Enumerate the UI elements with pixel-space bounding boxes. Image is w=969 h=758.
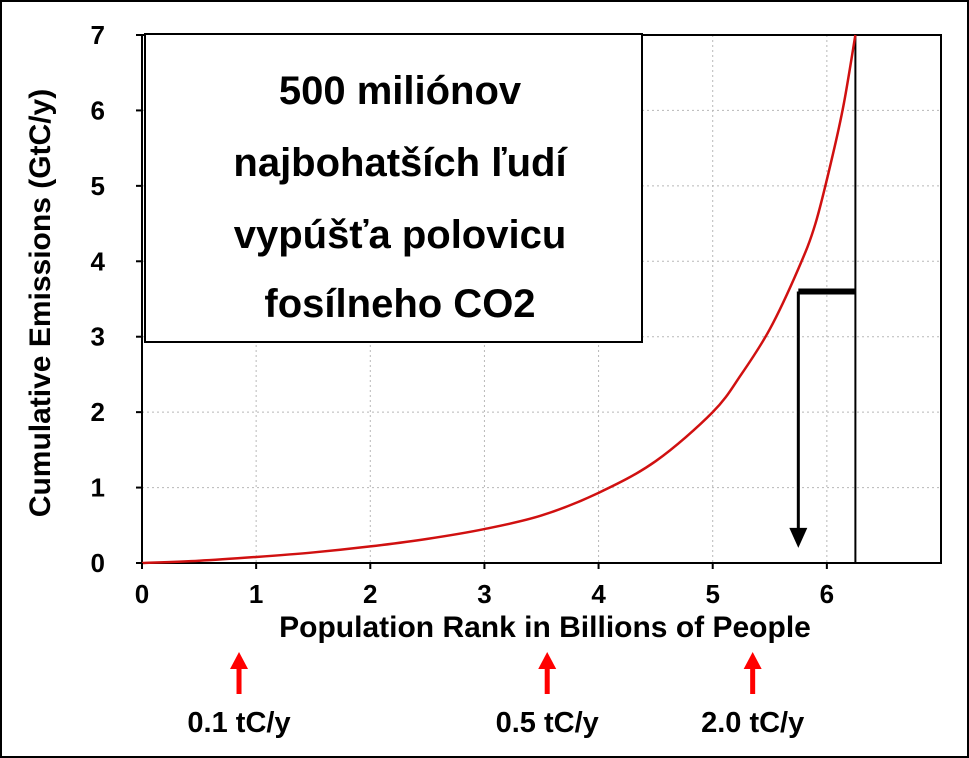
y-tick-label: 6 (91, 95, 105, 125)
grid (142, 35, 941, 563)
arrow-up-icon (538, 652, 557, 669)
y-tick-label: 4 (91, 246, 106, 276)
annotation-line-3: vypúšťa polovicu (234, 213, 567, 257)
x-tick-label: 3 (477, 579, 491, 609)
x-tick-label: 0 (135, 579, 149, 609)
annotation-box: 500 miliónov najbohatších ľudí vypúšťa p… (144, 33, 643, 343)
annotation-line-2: najbohatších ľudí (233, 141, 568, 185)
rate-marker: 0.1 tC/y (187, 652, 291, 739)
y-tick-label: 7 (91, 20, 105, 50)
x-tick-label: 1 (249, 579, 263, 609)
rate-marker: 2.0 tC/y (701, 652, 804, 739)
series-line (141, 34, 857, 565)
annotation-line-4: fosílneho CO2 (264, 282, 535, 326)
threshold-marker (789, 288, 856, 548)
arrow-down-icon (789, 527, 808, 548)
x-tick-label: 6 (820, 579, 834, 609)
rate-marker-label: 0.1 tC/y (187, 707, 290, 739)
y-tick-label: 1 (91, 473, 105, 503)
rate-marker-label: 0.5 tC/y (496, 707, 599, 739)
arrow-up-icon (230, 652, 249, 669)
annotation-box-border (144, 33, 643, 343)
y-tick-label: 5 (91, 171, 105, 201)
annotation-line-1: 500 miliónov (279, 69, 522, 113)
rate-markers: 0.1 tC/y 0.5 tC/y 2.0 tC/y (187, 652, 804, 739)
x-axis-label: Population Rank in Billions of People (279, 611, 811, 644)
y-tick-label: 3 (91, 322, 105, 352)
x-tick-label: 2 (363, 579, 377, 609)
y-tick-labels: 0 1 2 3 4 5 6 7 (91, 20, 142, 578)
arrow-up-icon (743, 652, 762, 669)
x-tick-label: 4 (591, 579, 606, 609)
rate-marker-label: 2.0 tC/y (701, 707, 804, 739)
y-tick-label: 0 (91, 548, 105, 578)
rate-marker: 0.5 tC/y (496, 652, 599, 739)
x-tick-label: 5 (705, 579, 719, 609)
x-tick-labels: 0 1 2 3 4 5 6 (135, 563, 834, 609)
y-axis-label: Cumulative Emissions (GtC/y) (24, 89, 57, 517)
y-tick-label: 2 (91, 397, 105, 427)
